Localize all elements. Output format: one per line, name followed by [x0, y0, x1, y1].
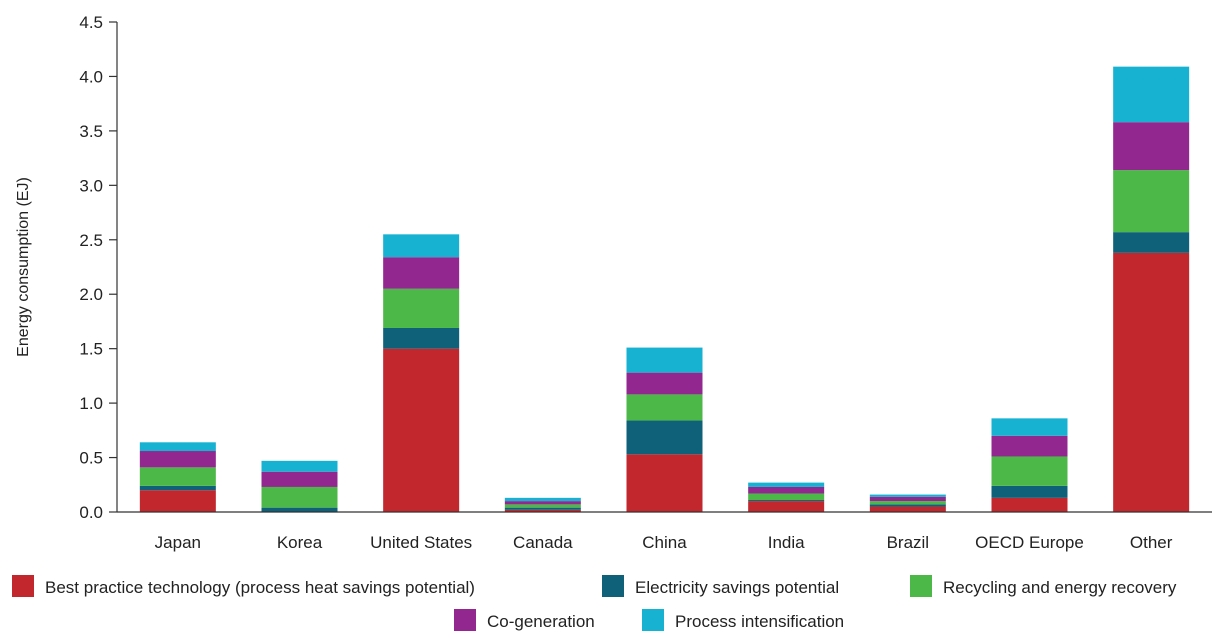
y-tick-label: 2.0 — [79, 285, 103, 304]
legend-item: Electricity savings potential — [602, 575, 839, 597]
legend-swatch — [602, 575, 624, 597]
bar-segment — [626, 372, 703, 395]
legend-swatch — [12, 575, 34, 597]
legend-label: Electricity savings potential — [635, 578, 839, 597]
bar-segment — [504, 504, 581, 508]
legend-label: Co-generation — [487, 612, 595, 631]
legend-label: Recycling and energy recovery — [943, 578, 1177, 597]
bar-segment — [991, 456, 1068, 486]
bar-segment — [261, 507, 338, 512]
bar-segment — [626, 347, 703, 373]
bar-segment — [991, 497, 1068, 512]
y-tick-label: 1.5 — [79, 340, 103, 359]
bar-segment — [139, 485, 216, 491]
bar-segment — [383, 257, 460, 289]
y-tick-label: 2.5 — [79, 231, 103, 250]
bar-stack-canada — [504, 497, 581, 512]
y-tick-label: 3.0 — [79, 176, 103, 195]
bar-segment — [261, 486, 338, 508]
bar-segment — [626, 454, 703, 512]
x-tick-label: China — [642, 533, 687, 552]
bar-segment — [991, 435, 1068, 457]
x-tick-label: OECD Europe — [975, 533, 1084, 552]
bar-stack-brazil — [869, 494, 946, 512]
y-tick-label: 3.5 — [79, 122, 103, 141]
bar-segment — [504, 507, 581, 510]
bar-segment — [139, 451, 216, 468]
legend-item: Recycling and energy recovery — [910, 575, 1177, 597]
x-tick-label: Japan — [155, 533, 201, 552]
bar-segment — [383, 288, 460, 328]
bar-segment — [139, 467, 216, 486]
bar-segment — [869, 496, 946, 502]
y-axis-title: Energy consumption (EJ) — [15, 177, 32, 357]
bar-segment — [869, 494, 946, 497]
x-tick-label: India — [768, 533, 805, 552]
bar-segment — [748, 486, 825, 494]
legend-swatch — [454, 609, 476, 631]
bars — [139, 66, 1190, 512]
x-tick-label: Other — [1130, 533, 1173, 552]
x-axis: Japan Korea United States Canada China India B… — [117, 511, 1212, 552]
bar-segment — [383, 234, 460, 258]
y-tick-label: 4.0 — [79, 67, 103, 86]
bar-segment — [139, 442, 216, 452]
bar-segment — [1113, 66, 1190, 123]
bar-segment — [869, 501, 946, 505]
bar-segment — [626, 394, 703, 421]
legend-swatch — [642, 609, 664, 631]
bar-segment — [991, 418, 1068, 436]
bar-segment — [504, 501, 581, 505]
y-tick-label: 4.5 — [79, 13, 103, 32]
bar-segment — [504, 497, 581, 502]
bar-segment — [383, 327, 460, 349]
x-tick-label: Brazil — [887, 533, 930, 552]
x-tick-label: United States — [370, 533, 472, 552]
bar-segment — [1113, 232, 1190, 253]
legend-item: Co-generation — [454, 609, 595, 631]
bar-stack-korea — [261, 460, 338, 512]
legend: Best practice technology (process heat s… — [12, 575, 1177, 631]
bar-segment — [261, 460, 338, 472]
y-tick-label: 0.0 — [79, 503, 103, 522]
bar-stack-japan — [139, 442, 216, 512]
legend-label: Process intensification — [675, 612, 844, 631]
bar-segment — [748, 493, 825, 501]
bar-stack-united-states — [383, 234, 460, 512]
bar-segment — [1113, 122, 1190, 171]
bar-segment — [504, 509, 581, 512]
legend-item: Process intensification — [642, 609, 844, 631]
bar-segment — [869, 504, 946, 507]
y-tick-label: 1.0 — [79, 394, 103, 413]
bar-stack-oecd-europe — [991, 418, 1068, 512]
x-tick-label: Canada — [513, 533, 573, 552]
bar-stack-india — [748, 482, 825, 512]
bar-segment — [748, 482, 825, 487]
bar-segment — [991, 485, 1068, 498]
legend-item: Best practice technology (process heat s… — [12, 575, 475, 597]
legend-label: Best practice technology (process heat s… — [45, 578, 475, 597]
x-tick-label: Korea — [277, 533, 323, 552]
bar-segment — [748, 501, 825, 512]
bar-stack-other — [1113, 66, 1190, 512]
bar-segment — [626, 420, 703, 455]
bar-segment — [383, 348, 460, 512]
bar-segment — [1113, 170, 1190, 233]
y-tick-label: 0.5 — [79, 449, 103, 468]
bar-stack-china — [626, 347, 703, 512]
y-axis: 0.0 0.5 1.0 1.5 2.0 2.5 3.0 3.5 4.0 4.5 — [79, 13, 118, 522]
bar-segment — [869, 506, 946, 512]
legend-swatch — [910, 575, 932, 597]
bar-segment — [1113, 252, 1190, 512]
bar-segment — [748, 500, 825, 502]
bar-segment — [261, 471, 338, 487]
bar-segment — [139, 490, 216, 512]
